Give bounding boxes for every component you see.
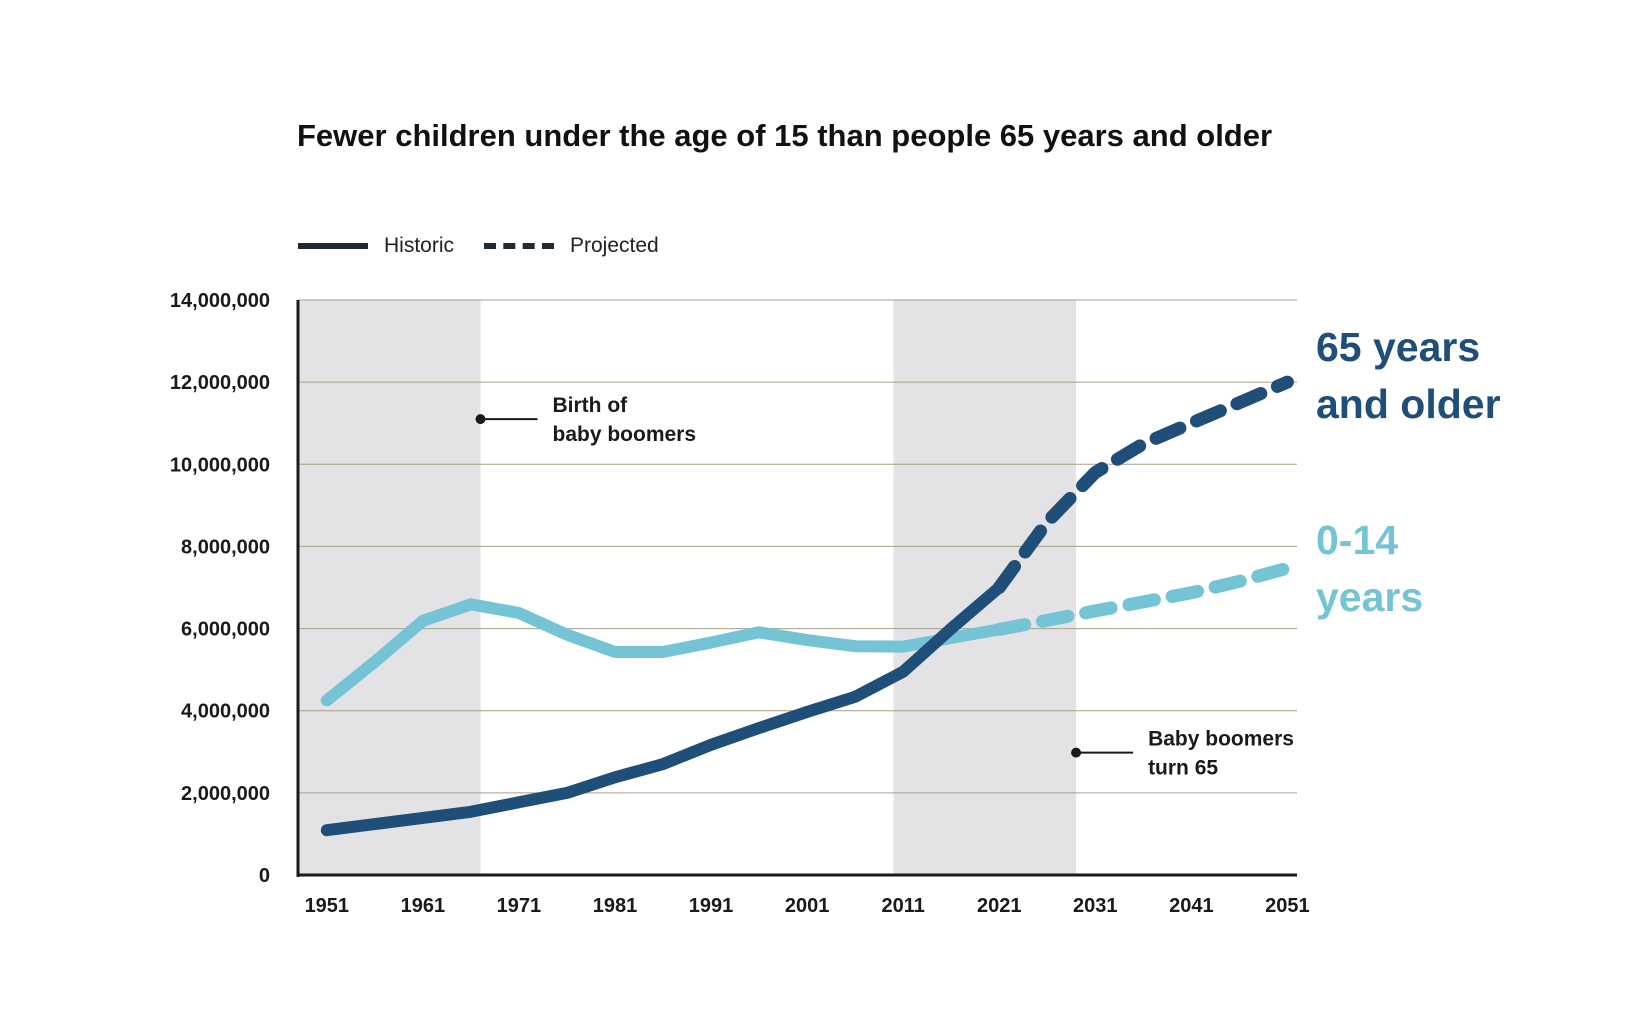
- x-tick-label: 2021: [977, 895, 1022, 917]
- annotation-text-1: Baby boomers: [1148, 728, 1294, 751]
- x-tick-label: 1991: [689, 895, 734, 917]
- x-tick-label: 1961: [401, 895, 446, 917]
- annotation-text-0: Birth of: [553, 394, 629, 417]
- annotation-text-1: turn 65: [1148, 757, 1218, 780]
- shaded-period-1: [893, 300, 1077, 875]
- series-older-projected: [992, 375, 1294, 594]
- x-tick-label: 2031: [1073, 895, 1118, 917]
- chart-title: Fewer children under the age of 15 than …: [297, 118, 1273, 153]
- legend-projected-label: Projected: [570, 234, 659, 257]
- legend-historic-label: Historic: [384, 234, 455, 257]
- y-tick-label: 2,000,000: [181, 783, 270, 805]
- x-tick-label: 1981: [593, 895, 638, 917]
- y-tick-label: 14,000,000: [170, 290, 270, 312]
- legend-projected: Projected: [484, 234, 659, 258]
- legend-solid-swatch: [298, 243, 368, 249]
- y-tick-label: 8,000,000: [181, 536, 270, 558]
- series-label-65-and-older: 65 years and older: [1316, 319, 1636, 433]
- series-label-014-line2: years: [1316, 574, 1424, 620]
- series-label-0-14: 0-14 years: [1316, 512, 1516, 626]
- shaded-period-0: [298, 300, 481, 875]
- legend-historic: Historic: [298, 234, 454, 258]
- series-young-projected: [992, 561, 1294, 636]
- legend-dashed-swatch: [484, 243, 554, 249]
- annotation-text-0: baby boomers: [553, 423, 697, 446]
- series-lines: [320, 375, 1294, 837]
- series-label-014-line1: 0-14: [1316, 517, 1399, 563]
- x-tick-label: 2051: [1265, 895, 1310, 917]
- x-tick-label: 1971: [497, 895, 542, 917]
- x-tick-label: 2041: [1169, 895, 1214, 917]
- y-tick-label: 4,000,000: [181, 701, 270, 723]
- series-older-historic: [320, 581, 1006, 837]
- x-tick-label: 2011: [881, 895, 924, 917]
- y-tick-label: 12,000,000: [170, 372, 270, 394]
- series-label-65-line2: and older: [1316, 381, 1501, 427]
- x-tick-label: 1951: [305, 895, 350, 917]
- y-tick-label: 10,000,000: [170, 454, 270, 476]
- series-young-historic: [320, 598, 1006, 707]
- axes: 0 2,000,000 4,000,000 6,000,000 8,000,000 10,…: [170, 290, 1310, 917]
- gridlines: [298, 299, 1297, 794]
- y-tick-label: 0: [259, 865, 270, 887]
- x-tick-label: 2001: [785, 895, 830, 917]
- annotations: Birth of baby boomers Baby boomers turn 65: [475, 394, 1294, 780]
- y-tick-label: 6,000,000: [181, 619, 270, 641]
- series-label-65-line1: 65 years: [1316, 324, 1481, 370]
- shaded-periods: [298, 300, 1077, 875]
